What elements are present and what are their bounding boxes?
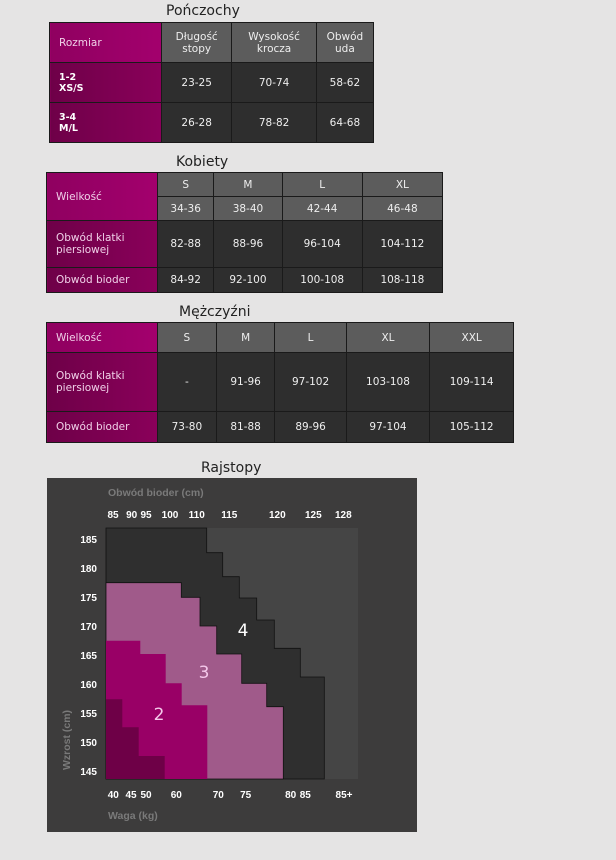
- value-cell: 103-108: [345, 352, 431, 412]
- size-label: Wielkość: [46, 172, 158, 221]
- x-tick-label: 85: [300, 790, 312, 801]
- y-tick-label: 145: [80, 767, 97, 778]
- x-tick-label: 60: [171, 790, 183, 801]
- value-cell: 81-88: [215, 411, 276, 443]
- size-label: Wielkość: [46, 322, 158, 353]
- y-tick-label: 155: [80, 709, 97, 720]
- value-cell: 100-108: [281, 267, 363, 293]
- eu-size-cell: 34-36: [156, 196, 215, 221]
- women-title: Kobiety: [176, 154, 229, 170]
- size-cell: 1-2 XS/S: [49, 62, 162, 103]
- zone-3-label: 3: [199, 663, 210, 683]
- table-row: Obwód bioder 84-92 92-100 100-108 108-118: [46, 267, 444, 293]
- sizes-row: Wielkość S M L XL XXL: [46, 322, 514, 353]
- size-label: 1-2: [59, 71, 77, 83]
- y-tick-label: 180: [80, 564, 97, 575]
- table-row: Obwód bioder 73-80 81-88 89-96 97-104 105-112: [46, 411, 514, 443]
- eu-sizes-row: 34-36 38-40 42-44 46-48: [47, 196, 444, 221]
- column-header: Obwód uda: [315, 22, 375, 63]
- value-cell: 108-118: [361, 267, 444, 293]
- value-cell: 92-100: [213, 267, 283, 293]
- women-table: Wielkość S M L XL 34-36 38-40 42-44 46-48 Obwód k…: [46, 172, 444, 293]
- size-cell: 3-4 M/L: [49, 102, 162, 143]
- x-axis-title: Waga (kg): [108, 810, 158, 822]
- y-tick-label: 185: [80, 535, 97, 546]
- top-tick-label: 125: [305, 510, 322, 521]
- value-cell: 96-104: [281, 220, 363, 268]
- x-tick-label: 45: [125, 790, 137, 801]
- top-tick-label: 110: [189, 510, 206, 521]
- sizes-row: Wielkość S M L XL: [46, 172, 444, 221]
- stockings-title: Pończochy: [166, 3, 240, 19]
- y-tick-label: 170: [80, 622, 97, 633]
- column-header: Wysokość krocza: [231, 22, 317, 63]
- y-tick-label: 165: [80, 651, 97, 662]
- y-tick-label: 150: [80, 738, 97, 749]
- eu-size-cell: 42-44: [281, 196, 363, 221]
- x-tick-label: 70: [213, 790, 225, 801]
- zone-1: [106, 699, 165, 779]
- value-cell: 84-92: [156, 267, 215, 293]
- top-axis-title: Obwód bioder (cm): [108, 487, 204, 499]
- x-tick-label: 80: [285, 790, 297, 801]
- size-label: M/L: [59, 122, 78, 134]
- stockings-table: Rozmiar Długość stopy Wysokość krocza Obwód…: [49, 22, 375, 143]
- value-cell: 23-25: [160, 62, 233, 103]
- x-tick-label: 50: [140, 790, 152, 801]
- top-tick-label: 90: [126, 510, 138, 521]
- size-header: XL: [345, 322, 431, 353]
- y-tick-label: 175: [80, 593, 97, 604]
- y-tick-label: 160: [80, 680, 97, 691]
- table-row: 3-4 M/L 26-28 78-82 64-68: [49, 102, 375, 143]
- zone-4-label: 4: [238, 621, 249, 641]
- size-label: 3-4: [59, 111, 77, 123]
- y-axis-title: Wzrost (cm): [61, 710, 73, 770]
- size-header: M: [213, 172, 283, 197]
- size-header: L: [274, 322, 347, 353]
- row-label: Obwód klatki piersiowej: [46, 352, 158, 412]
- x-tick-label: 40: [108, 790, 120, 801]
- table-row: 1-2 XS/S 23-25 70-74 58-62: [49, 62, 375, 103]
- size-header: XXL: [429, 322, 514, 353]
- zone-2-label: 2: [154, 705, 165, 725]
- top-tick-label: 115: [221, 510, 238, 521]
- value-cell: 82-88: [156, 220, 215, 268]
- value-cell: 70-74: [231, 62, 317, 103]
- size-header: S: [156, 172, 215, 197]
- top-tick-label: 85: [107, 510, 119, 521]
- table-row: Obwód klatki piersiowej 82-88 88-96 96-104 1…: [46, 220, 444, 268]
- column-header: Długość stopy: [160, 22, 233, 63]
- header-row: Rozmiar Długość stopy Wysokość krocza Obwód…: [49, 22, 375, 63]
- value-cell: -: [157, 352, 217, 412]
- value-cell: 73-80: [157, 411, 217, 443]
- size-label: XS/S: [59, 82, 84, 94]
- top-tick-label: 100: [162, 510, 179, 521]
- value-cell: 91-96: [215, 352, 276, 412]
- row-label: Obwód bioder: [46, 411, 158, 443]
- men-table: Wielkość S M L XL XXL Obwód klatki piersiowej -…: [46, 322, 514, 443]
- size-header: XL: [361, 172, 444, 197]
- value-cell: 78-82: [231, 102, 317, 143]
- row-label: Obwód klatki piersiowej: [46, 220, 158, 268]
- value-cell: 97-102: [274, 352, 347, 412]
- value-cell: 64-68: [315, 102, 375, 143]
- row-label: Obwód bioder: [46, 267, 158, 293]
- top-tick-label: 128: [335, 510, 352, 521]
- tights-title: Rajstopy: [201, 460, 262, 476]
- value-cell: 97-104: [345, 411, 431, 443]
- value-cell: 26-28: [160, 102, 233, 143]
- eu-size-cell: 46-48: [361, 196, 444, 221]
- men-title: Mężczyźni: [179, 304, 251, 320]
- value-cell: 89-96: [274, 411, 347, 443]
- table-row: Obwód klatki piersiowej -91-96 97-102 103-1…: [46, 352, 514, 412]
- top-tick-label: 95: [140, 510, 152, 521]
- x-tick-label: 75: [240, 790, 252, 801]
- value-cell: 105-112: [429, 411, 514, 443]
- top-tick-label: 120: [269, 510, 286, 521]
- value-cell: 104-112: [361, 220, 444, 268]
- x-tick-label: 85+: [336, 790, 353, 801]
